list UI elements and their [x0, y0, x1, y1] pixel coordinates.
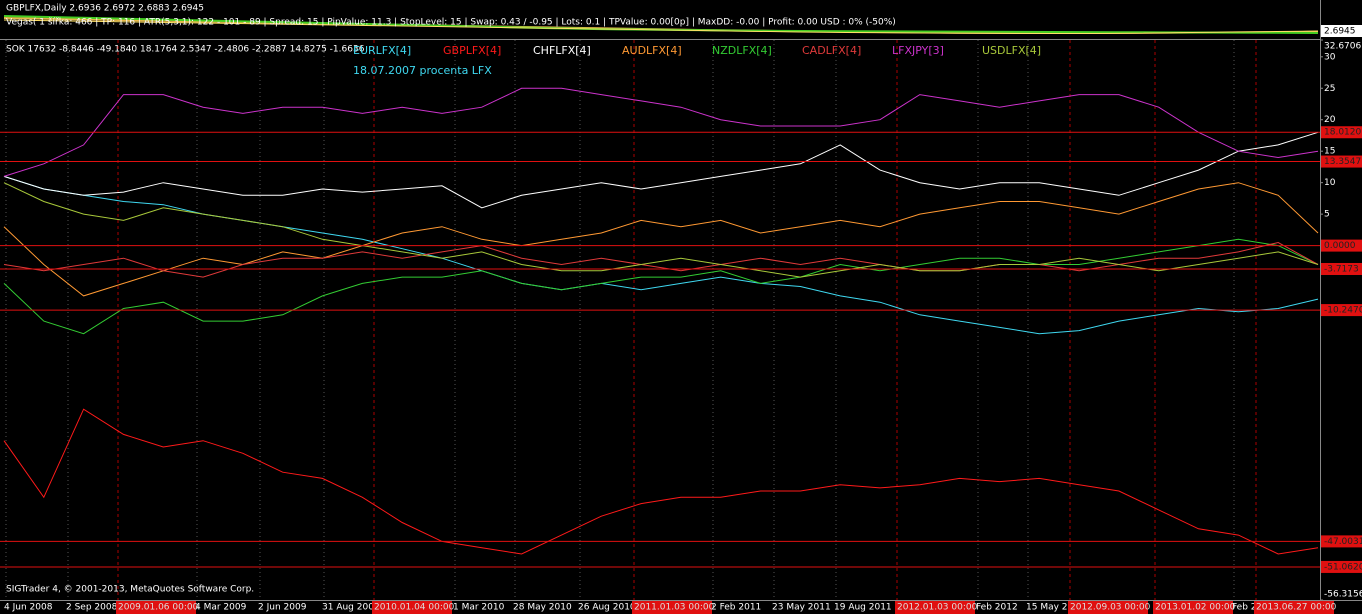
legend-entry: EURLFX[4]: [353, 44, 411, 57]
series-line: [3, 131, 1319, 209]
period-label-box: [1153, 601, 1233, 614]
level-label: 18.0120: [1324, 128, 1361, 138]
x-tick-label: 28 May 2010: [513, 603, 572, 613]
level-label: 13.3547: [1324, 157, 1361, 167]
level-label-box: [1321, 155, 1362, 168]
symbol-line: GBPLFX,Daily 2.6936 2.6972 2.6883 2.6945: [6, 4, 204, 14]
level-label: -10.2470: [1324, 306, 1362, 316]
y-tick-label: 30: [1324, 52, 1336, 62]
footer: SIGTrader 4, © 2001-2013, MetaQuotes Sof…: [6, 585, 254, 595]
level-label-box: [1321, 262, 1362, 275]
period-label-box: [1068, 601, 1148, 614]
x-tick-label: Feb 2012: [976, 603, 1018, 613]
x-tick-label: 2 Jun 2009: [258, 603, 307, 613]
period-label: 2013.06.27 00:00: [1256, 603, 1337, 613]
x-tick-label: 19 Aug 2011: [834, 603, 892, 613]
y-tick-label: -56.3156: [1324, 590, 1362, 600]
level-label: -3.7173: [1324, 264, 1359, 274]
period-label: 2010.01.04 00:00: [374, 603, 455, 613]
legend-entry: CADLFX[4]: [802, 44, 861, 57]
legend-entry: CHFLFX[4]: [533, 44, 591, 57]
series-line: [3, 182, 1319, 278]
period-label: 2011.01.03 00:00: [634, 603, 715, 613]
subtitle: 18.07.2007 procenta LFX: [353, 64, 492, 77]
period-label: 2009.01.06 00:00: [118, 603, 199, 613]
y-tick-label: 5: [1324, 210, 1330, 220]
price-label-box: [1321, 25, 1362, 37]
level-label-box: [1321, 304, 1362, 317]
level-label-box: [1321, 239, 1362, 252]
level-label: 0.0000: [1324, 241, 1356, 251]
level-label: -51.0620: [1324, 562, 1362, 572]
indicator-values: SOK 17632 -8.8446 -49.1840 18.1764 2.534…: [6, 45, 365, 55]
period-label-box: [1254, 601, 1334, 614]
x-tick-label: 2 Sep 2008: [66, 603, 118, 613]
period-label: 2012.01.03 00:00: [897, 603, 978, 613]
series-line: [3, 182, 1319, 297]
period-label-box: [895, 601, 975, 614]
y-tick-label: 10: [1324, 178, 1336, 188]
y-tick-label: 20: [1324, 115, 1336, 125]
period-label: 2013.01.02 00:00: [1155, 603, 1236, 613]
legend-entry: USDLFX[4]: [982, 44, 1041, 57]
level-label-box: [1321, 535, 1362, 548]
info-line: Vegas( 1 šířka: 466 | TP: 116 | ATR(5,3,…: [6, 17, 896, 28]
price-label: 2.6945: [1324, 27, 1356, 37]
x-tick-label: 23 May 2011: [772, 603, 831, 613]
series-line: [3, 87, 1319, 177]
x-tick-label: 26 Aug 2010: [578, 603, 636, 613]
series-line: [3, 241, 1319, 278]
period-label: 2012.09.03 00:00: [1070, 603, 1151, 613]
legend-entry: LFXJPY[3]: [892, 44, 944, 57]
period-label-box: [116, 601, 196, 614]
legend-entry: GBPLFX[4]: [443, 44, 501, 57]
level-label-box: [1321, 560, 1362, 573]
x-tick-label: 15 May 2: [1026, 603, 1068, 613]
y-tick-label: 15: [1324, 147, 1335, 157]
x-tick-label: 1 Mar 2010: [453, 603, 505, 613]
period-label-box: [632, 601, 712, 614]
series-line: [3, 408, 1319, 555]
x-tick-label: 4 Jun 2008: [4, 603, 53, 613]
y-tick-label: 32.6706: [1324, 42, 1361, 52]
period-label-box: [372, 601, 452, 614]
x-tick-label: Feb 2: [1232, 603, 1257, 613]
x-tick-label: 2 Feb 2011: [711, 603, 761, 613]
level-label: -47.0031: [1324, 537, 1362, 547]
x-tick-label: 4 Mar 2009: [195, 603, 247, 613]
legend-entry: AUDLFX[4]: [622, 44, 682, 57]
y-tick-label: 25: [1324, 84, 1335, 94]
x-tick-label: 31 Aug 200: [322, 603, 374, 613]
level-label-box: [1321, 126, 1362, 139]
legend-entry: NZDLFX[4]: [712, 44, 772, 57]
